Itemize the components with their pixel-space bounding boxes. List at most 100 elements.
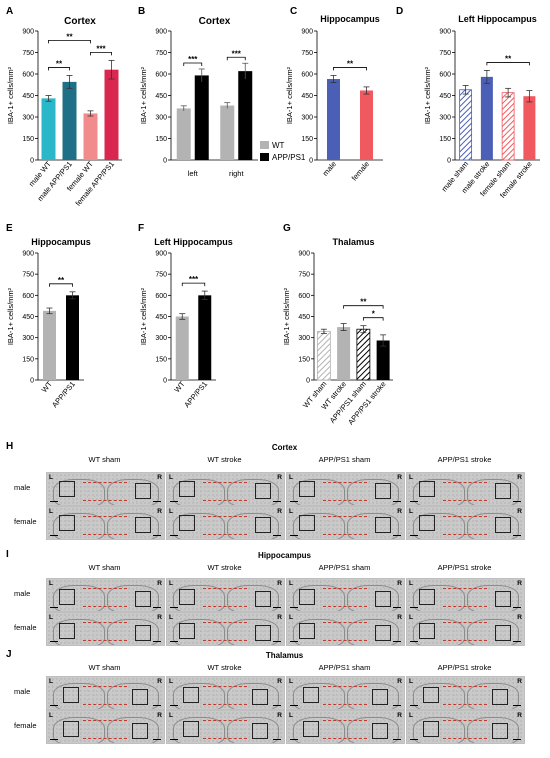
brain-hemisphere-right xyxy=(107,717,159,743)
brain-hemisphere-left xyxy=(173,619,225,645)
y-tick-label: 150 xyxy=(155,136,167,143)
brain-hemisphere-left xyxy=(413,585,465,611)
bar xyxy=(83,113,98,160)
y-tick-label: 150 xyxy=(439,136,451,143)
y-tick-label: 600 xyxy=(22,72,34,79)
roi-line xyxy=(203,500,247,501)
zoom-box-right xyxy=(255,483,271,499)
column-label: APP/PS1 sham xyxy=(318,455,371,464)
column-label: WT stroke xyxy=(207,563,242,572)
zoom-box-right xyxy=(132,723,148,739)
scale-bar xyxy=(50,501,58,502)
x-tick-label: WT xyxy=(40,379,55,394)
y-tick-label: 150 xyxy=(22,136,34,143)
side-marker-right: R xyxy=(517,614,522,621)
roi-line xyxy=(203,588,247,589)
roi-line xyxy=(323,704,367,705)
panel-letter-a: A xyxy=(6,6,14,17)
column-label: WT sham xyxy=(88,663,121,672)
x-tick-label: female APP/PS1 xyxy=(73,160,116,208)
y-tick-label: 600 xyxy=(298,293,310,300)
y-axis-label: IBA-1+ cells/mm² xyxy=(139,66,148,124)
roi-line xyxy=(203,720,247,721)
column-label: WT sham xyxy=(88,563,121,572)
brain-hemisphere-right xyxy=(107,683,159,709)
zoom-box-right xyxy=(375,483,391,499)
zoom-box-left xyxy=(59,589,75,605)
panel-letter-h: H xyxy=(6,441,14,452)
brain-hemisphere-right xyxy=(467,585,519,611)
panel-letter-b: B xyxy=(138,6,146,17)
row-label: male xyxy=(14,483,31,492)
chart-e: Hippocampus 0 150 300 450 600 750 900 IBA-1+ cel… xyxy=(6,237,91,409)
y-tick-label: 450 xyxy=(439,93,451,100)
scale-bar xyxy=(513,705,521,706)
zoom-box-left xyxy=(183,721,199,737)
brain-hemisphere-left xyxy=(53,479,105,505)
side-marker-left: L xyxy=(169,580,173,587)
row-label: male xyxy=(14,687,31,696)
row-label: female xyxy=(14,623,37,632)
brain-hemisphere-left xyxy=(293,479,345,505)
scale-bar xyxy=(410,705,418,706)
scale-bar xyxy=(513,607,521,608)
y-tick-label: 300 xyxy=(439,115,451,122)
brain-hemisphere-right xyxy=(467,479,519,505)
row-label: female xyxy=(14,721,37,730)
side-marker-right: R xyxy=(397,678,402,685)
y-tick-label: 450 xyxy=(155,93,167,100)
bar xyxy=(176,108,191,160)
scale-bar xyxy=(290,535,298,536)
zoom-box-left xyxy=(419,515,435,531)
panel-letter-j: J xyxy=(6,649,12,660)
zoom-box-right xyxy=(375,591,391,607)
zoom-box-left xyxy=(423,687,439,703)
brain-hemisphere-right xyxy=(227,683,279,709)
side-marker-left: L xyxy=(409,614,413,621)
y-tick-label: 300 xyxy=(22,115,34,122)
y-tick-label: 150 xyxy=(298,356,310,363)
zoom-box-right xyxy=(495,517,511,533)
zoom-box-right xyxy=(135,625,151,641)
y-tick-label: 900 xyxy=(301,29,313,36)
significance-label: ** xyxy=(56,59,63,68)
zoom-box-left xyxy=(179,515,195,531)
scale-bar xyxy=(410,607,418,608)
bar xyxy=(316,330,331,381)
scale-bar xyxy=(170,501,178,502)
brain-hemisphere-right xyxy=(227,717,279,743)
bar xyxy=(501,92,515,161)
scale-bar xyxy=(153,535,161,536)
scale-bar xyxy=(153,705,161,706)
x-tick-label: right xyxy=(229,169,245,178)
column-label: WT sham xyxy=(88,455,121,464)
chart-title: Hippocampus xyxy=(31,237,91,247)
roi-line xyxy=(443,622,487,623)
panel-letter-f: F xyxy=(138,223,145,234)
zoom-box-right xyxy=(372,723,388,739)
roi-line xyxy=(323,622,367,623)
zoom-box-left xyxy=(419,623,435,639)
scale-bar xyxy=(170,641,178,642)
side-marker-right: R xyxy=(517,678,522,685)
side-marker-right: R xyxy=(397,508,402,515)
scale-bar xyxy=(393,641,401,642)
side-marker-right: R xyxy=(277,614,282,621)
column-label: WT stroke xyxy=(207,663,242,672)
legend-swatch xyxy=(260,153,269,161)
scale-bar xyxy=(153,739,161,740)
side-marker-left: L xyxy=(289,712,293,719)
roi-line xyxy=(83,606,127,607)
roi-line xyxy=(83,500,127,501)
bar xyxy=(43,310,56,380)
scale-bar xyxy=(170,739,178,740)
y-tick-label: 0 xyxy=(447,158,451,165)
significance-bracket xyxy=(49,283,73,287)
bar xyxy=(175,316,189,380)
scale-bar xyxy=(290,705,298,706)
zoom-box-left xyxy=(299,623,315,639)
zoom-box-left xyxy=(419,589,435,605)
